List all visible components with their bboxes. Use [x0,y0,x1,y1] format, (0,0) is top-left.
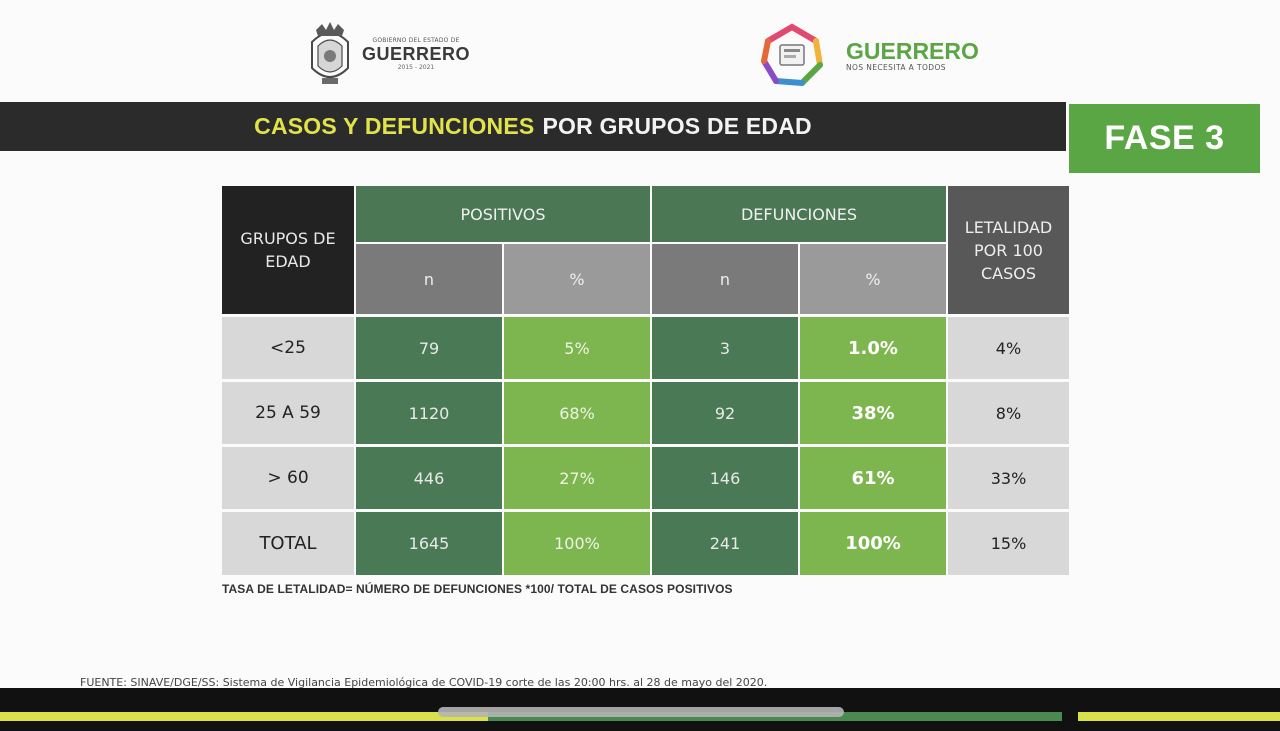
government-logo-text: GOBIERNO DEL ESTADO DE GUERRERO 2015 - 2… [362,37,470,71]
title-bar: CASOS Y DEFUNCIONES POR GRUPOS DE EDAD [0,102,1066,151]
row-group-label: 25 A 59 [222,382,354,444]
guerrero-brand-logo: GUERRERO NOS NECESITA A TODOS [758,20,988,90]
cell-positivos-n-total: 1645 [356,512,502,575]
subheader-positivos-pct: % [504,244,650,314]
subheader-defunciones-pct: % [800,244,946,314]
gov-logo-small-text: GOBIERNO DEL ESTADO DE [372,37,460,44]
cell-positivos-n: 79 [356,317,502,379]
video-progress-scrubber[interactable] [438,707,844,717]
header-defunciones: DEFUNCIONES [652,186,946,242]
gov-logo-years: 2015 - 2021 [397,64,435,71]
cell-positivos-pct: 5% [504,317,650,379]
subheader-defunciones-n: n [652,244,798,314]
bottom-stripe-yellow-left [0,712,488,721]
cell-defunciones-pct-total: 100% [800,512,946,575]
cell-letalidad: 4% [948,317,1069,379]
brand-logo-tagline: NOS NECESITA A TODOS [846,62,946,72]
subheader-positivos-n: n [356,244,502,314]
cell-positivos-pct: 27% [504,447,650,509]
source-note: FUENTE: SINAVE/DGE/SS: Sistema de Vigila… [80,676,768,689]
row-group-label: <25 [222,317,354,379]
header-grupos-de-edad: GRUPOS DE EDAD [222,186,354,314]
state-shield-icon [311,22,349,84]
cell-defunciones-pct: 38% [800,382,946,444]
brand-logo-name: GUERRERO [846,37,979,64]
cell-defunciones-n: 3 [652,317,798,379]
cell-positivos-pct-total: 100% [504,512,650,575]
header-positivos: POSITIVOS [356,186,650,242]
header-letalidad: LETALIDAD POR 100 CASOS [948,186,1069,314]
cell-positivos-pct: 68% [504,382,650,444]
brand-logo-text: GUERRERO NOS NECESITA A TODOS [846,39,979,72]
bottom-stripe-yellow-right [1078,712,1280,721]
title-highlight: CASOS Y DEFUNCIONES [254,113,535,139]
cell-defunciones-n: 92 [652,382,798,444]
row-group-label: > 60 [222,447,354,509]
gov-logo-name: GUERRERO [362,44,471,64]
cell-defunciones-n-total: 241 [652,512,798,575]
government-logo: GOBIERNO DEL ESTADO DE GUERRERO 2015 - 2… [308,18,483,90]
title-rest: POR GRUPOS DE EDAD [542,113,812,139]
lethality-footnote: TASA DE LETALIDAD= NÚMERO DE DEFUNCIONES… [222,582,733,596]
cell-defunciones-pct: 1.0% [800,317,946,379]
cell-positivos-n: 446 [356,447,502,509]
cell-defunciones-n: 146 [652,447,798,509]
row-group-label-total: TOTAL [222,512,354,575]
cell-letalidad-total: 15% [948,512,1069,575]
cell-defunciones-pct: 61% [800,447,946,509]
cell-letalidad: 8% [948,382,1069,444]
cell-positivos-n: 1120 [356,382,502,444]
colorful-star-logo-icon [761,23,823,86]
cell-letalidad: 33% [948,447,1069,509]
cases-deaths-table: GRUPOS DE EDAD POSITIVOS DEFUNCIONES LET… [222,186,1069,576]
phase-badge: FASE 3 [1069,104,1260,173]
